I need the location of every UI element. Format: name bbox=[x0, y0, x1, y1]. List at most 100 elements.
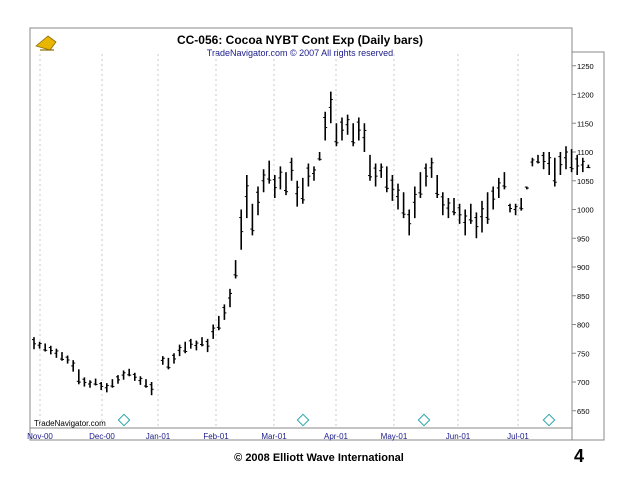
y-tick-label-1250: 1250 bbox=[577, 62, 594, 71]
ohlc-bar bbox=[272, 175, 277, 198]
y-tick-label-900: 900 bbox=[577, 263, 590, 272]
ohlc-bar bbox=[99, 382, 104, 391]
report-marker-icon bbox=[296, 413, 310, 427]
ohlc-bar bbox=[256, 186, 260, 216]
report-marker-icon bbox=[117, 413, 131, 427]
ohlc-bar bbox=[396, 183, 400, 210]
ohlc-bar bbox=[200, 337, 204, 347]
ohlc-bar bbox=[362, 123, 367, 152]
ohlc-bar bbox=[485, 192, 490, 224]
ohlc-bar bbox=[530, 157, 535, 167]
ohlc-bar bbox=[216, 315, 221, 331]
ohlc-bar bbox=[508, 203, 512, 213]
ohlc-bar bbox=[569, 149, 574, 173]
ohlc-bar bbox=[580, 157, 585, 173]
ohlc-bar bbox=[328, 91, 333, 124]
ohlc-bar bbox=[586, 164, 591, 169]
ohlc-bar bbox=[194, 340, 199, 351]
ohlc-bar bbox=[312, 166, 316, 181]
ohlc-bar bbox=[491, 186, 496, 210]
ohlc-bar bbox=[88, 380, 92, 388]
ohlc-bar bbox=[250, 203, 255, 236]
y-tick-label-800: 800 bbox=[577, 321, 590, 330]
ohlc-bar bbox=[261, 169, 266, 193]
y-tick-label-1200: 1200 bbox=[577, 91, 594, 100]
report-marker-icon bbox=[417, 413, 431, 427]
ohlc-bar bbox=[183, 341, 188, 354]
ohlc-bar bbox=[334, 123, 339, 147]
report-marker-shape bbox=[417, 413, 431, 427]
y-axis-panel bbox=[571, 51, 605, 441]
ohlc-bar bbox=[127, 368, 132, 377]
report-marker-shape bbox=[542, 413, 556, 427]
ohlc-bar bbox=[368, 154, 372, 181]
ohlc-bar bbox=[65, 355, 70, 364]
ohlc-bar bbox=[32, 337, 36, 350]
ohlc-bar bbox=[424, 163, 428, 187]
ohlc-bar bbox=[317, 152, 322, 161]
ohlc-bar bbox=[239, 209, 244, 250]
ohlc-bar bbox=[132, 372, 137, 381]
ohlc-bar bbox=[295, 180, 300, 207]
ohlc-bar bbox=[440, 192, 445, 216]
ohlc-bar bbox=[468, 203, 473, 224]
ohlc-bar bbox=[211, 324, 216, 339]
ohlc-bar bbox=[564, 146, 568, 170]
ohlc-bar bbox=[351, 123, 356, 147]
ohlc-bar bbox=[188, 338, 193, 349]
ohlc-bar bbox=[82, 377, 87, 387]
ohlc-bar bbox=[412, 186, 417, 219]
ohlc-bar bbox=[452, 198, 456, 216]
x-tick-label-apr-01: Apr-01 bbox=[324, 432, 349, 441]
ohlc-bar bbox=[463, 209, 468, 236]
ohlc-bar bbox=[284, 172, 288, 196]
ohlc-bar bbox=[429, 157, 434, 178]
report-marker-shape bbox=[117, 413, 131, 427]
x-tick-label-mar-01: Mar-01 bbox=[261, 432, 287, 441]
trade-navigator-logo bbox=[34, 34, 58, 52]
ohlc-bar bbox=[144, 379, 148, 388]
ohlc-bar bbox=[345, 114, 350, 135]
ohlc-bar bbox=[547, 152, 552, 175]
ohlc-bar bbox=[177, 344, 182, 357]
page-number: 4 bbox=[574, 446, 585, 466]
ohlc-bar bbox=[457, 203, 462, 224]
chart-subtitle: TradeNavigator.com © 2007 All rights res… bbox=[207, 48, 393, 58]
ohlc-bar bbox=[502, 172, 507, 190]
report-marker-shape bbox=[296, 413, 310, 427]
ohlc-bar bbox=[480, 200, 484, 233]
ohlc-bar bbox=[71, 360, 76, 372]
y-tick-label-1150: 1150 bbox=[577, 119, 593, 128]
ohlc-bar bbox=[373, 163, 378, 187]
ohlc-bar bbox=[37, 341, 42, 349]
ohlc-bar bbox=[446, 198, 451, 219]
ohlc-bar bbox=[93, 378, 98, 386]
ohlc-bar bbox=[536, 154, 540, 164]
x-tick-label-dec-00: Dec-00 bbox=[89, 432, 115, 441]
ohlc-bar bbox=[43, 343, 48, 352]
ohlc-bar bbox=[513, 203, 518, 216]
ohlc-bar bbox=[121, 370, 126, 380]
ohlc-bar bbox=[160, 356, 165, 365]
x-axis: Nov-00 Dec-00 Jan-01 Feb-01 Mar-01 Apr-01 May-… bbox=[27, 432, 529, 441]
y-tick-label-750: 750 bbox=[577, 349, 590, 358]
ohlc-bar bbox=[356, 117, 361, 141]
ohlc-bar bbox=[300, 177, 305, 204]
ohlc-bar bbox=[60, 352, 64, 361]
ohlc-bar bbox=[222, 304, 227, 320]
y-tick-label-850: 850 bbox=[577, 292, 590, 301]
ohlc-bar bbox=[138, 376, 143, 385]
ohlc-bar bbox=[267, 160, 272, 184]
ohlc-bar bbox=[228, 288, 232, 308]
ohlc-bar bbox=[289, 157, 294, 181]
ohlc-bar bbox=[166, 357, 171, 370]
ohlc-bar bbox=[435, 175, 440, 198]
ohlc-bar bbox=[244, 175, 249, 219]
chart-frame bbox=[29, 27, 573, 441]
x-tick-label-feb-01: Feb-01 bbox=[203, 432, 229, 441]
ohlc-bar bbox=[233, 260, 238, 279]
ohlc-bar bbox=[552, 157, 557, 187]
ohlc-bar bbox=[407, 209, 412, 236]
y-tick-label-1100: 1100 bbox=[577, 148, 593, 157]
x-tick-label-jun-01: Jun-01 bbox=[446, 432, 471, 441]
